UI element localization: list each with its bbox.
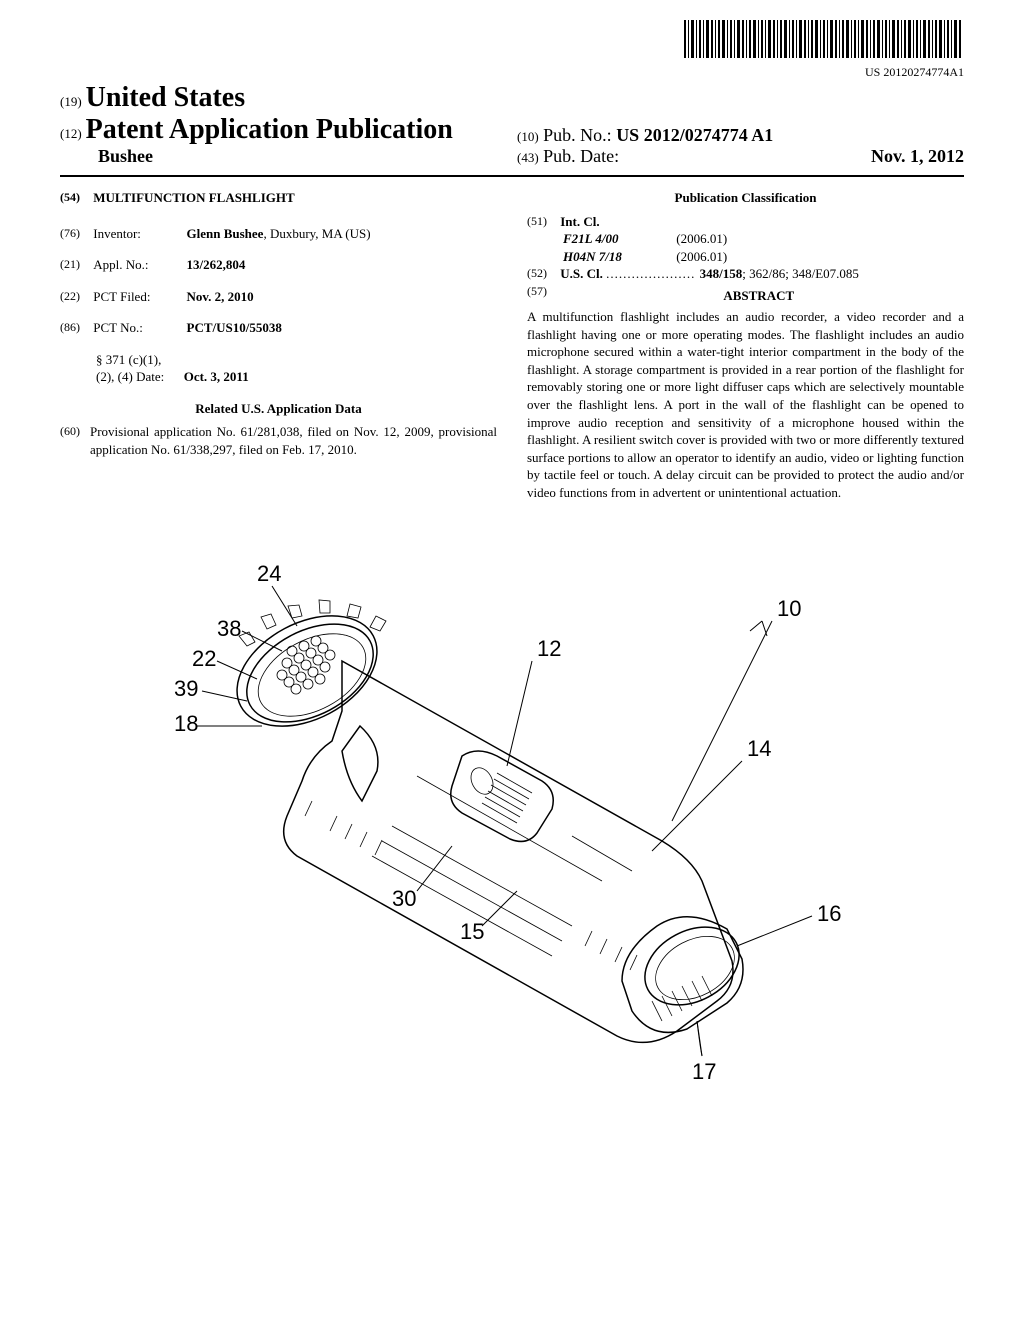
inventor-label: Inventor:: [93, 225, 183, 243]
pubno-prefix: (10): [517, 129, 539, 144]
country-prefix: (19): [60, 94, 82, 109]
intcl-year-1: (2006.01): [676, 249, 727, 264]
pct-filed-value: Nov. 2, 2010: [187, 288, 254, 306]
uscl-prefix: (52): [527, 265, 557, 281]
appl-value: 13/262,804: [187, 256, 246, 274]
intcl-code-0: F21L 4/00: [563, 230, 673, 248]
related-text: Provisional application No. 61/281,038, …: [90, 423, 497, 458]
pubdate-label: Pub. Date:: [543, 146, 619, 166]
abstract-text: A multifunction flashlight includes an a…: [527, 308, 964, 501]
inventor-loc: , Duxbury, MA (US): [263, 226, 370, 241]
title-prefix: (54): [60, 189, 90, 205]
pct-no-value: PCT/US10/55038: [187, 319, 282, 337]
inventor-name: Glenn Bushee: [187, 226, 264, 241]
header-left: (19) United States (12) Patent Applicati…: [60, 82, 507, 167]
pubdate-prefix: (43): [517, 150, 539, 165]
body-columns: (54) MULTIFUNCTION FLASHLIGHT (76) Inven…: [60, 189, 964, 501]
intcl-code-1: H04N 7/18: [563, 248, 673, 266]
ref-18: 18: [174, 711, 198, 736]
pubno-value: US 2012/0274774 A1: [616, 125, 773, 145]
barcode: [684, 20, 964, 63]
pubno-label: Pub. No.:: [543, 125, 612, 145]
right-column: Publication Classification (51) Int. Cl.…: [527, 189, 964, 501]
sec371-date-value: Oct. 3, 2011: [184, 368, 249, 386]
country: United States: [86, 82, 245, 113]
ref-24: 24: [257, 561, 281, 586]
barcode-area: US 20120274774A1: [60, 20, 964, 80]
pub-prefix: (12): [60, 126, 82, 141]
ref-38: 38: [217, 616, 241, 641]
intcl-year-0: (2006.01): [676, 231, 727, 246]
classification-header: Publication Classification: [527, 189, 964, 207]
pct-no-label: PCT No.:: [93, 319, 183, 337]
ref-12: 12: [537, 636, 561, 661]
ref-15: 15: [460, 919, 484, 944]
author-line: Bushee: [98, 146, 507, 167]
pct-no-prefix: (86): [60, 319, 90, 335]
patent-page: US 20120274774A1 (19) United States (12)…: [0, 0, 1024, 1320]
intcl-label: Int. Cl.: [560, 214, 599, 229]
header-right: (10) Pub. No.: US 2012/0274774 A1 (43) P…: [507, 125, 964, 167]
ref-22: 22: [192, 646, 216, 671]
intcl-prefix: (51): [527, 213, 557, 229]
appl-prefix: (21): [60, 256, 90, 272]
ref-16: 16: [817, 901, 841, 926]
ref-17: 17: [692, 1059, 716, 1084]
pubdate-value: Nov. 1, 2012: [871, 146, 964, 167]
uscl-rest: ; 362/86; 348/E07.085: [742, 266, 859, 281]
figure-area: 24 38 22 39 18 12 10 14 30 15 16 17: [60, 531, 964, 1096]
uscl-label: U.S. Cl.: [560, 266, 603, 281]
ref-14: 14: [747, 736, 771, 761]
sec371-label: § 371 (c)(1),: [96, 351, 497, 369]
related-prefix: (60): [60, 423, 90, 458]
barcode-text: US 20120274774A1: [60, 65, 964, 80]
ref-10: 10: [777, 596, 801, 621]
left-column: (54) MULTIFUNCTION FLASHLIGHT (76) Inven…: [60, 189, 497, 501]
pub-type: Patent Application Publication: [86, 114, 453, 145]
ref-39: 39: [174, 676, 198, 701]
flashlight-drawing: 24 38 22 39 18 12 10 14 30 15 16 17: [132, 531, 892, 1091]
invention-title: MULTIFUNCTION FLASHLIGHT: [93, 190, 294, 205]
pct-filed-prefix: (22): [60, 288, 90, 304]
ref-30: 30: [392, 886, 416, 911]
pct-filed-label: PCT Filed:: [93, 288, 183, 306]
abstract-header: ABSTRACT: [560, 287, 957, 305]
appl-label: Appl. No.:: [93, 256, 183, 274]
uscl-dots: .....................: [606, 266, 700, 281]
inventor-prefix: (76): [60, 225, 90, 241]
related-header: Related U.S. Application Data: [60, 400, 497, 418]
sec371-date-label: (2), (4) Date:: [96, 369, 164, 384]
header: (19) United States (12) Patent Applicati…: [60, 82, 964, 177]
inventor-value: Glenn Bushee, Duxbury, MA (US): [187, 226, 371, 241]
uscl-bold: 348/158: [700, 266, 743, 281]
